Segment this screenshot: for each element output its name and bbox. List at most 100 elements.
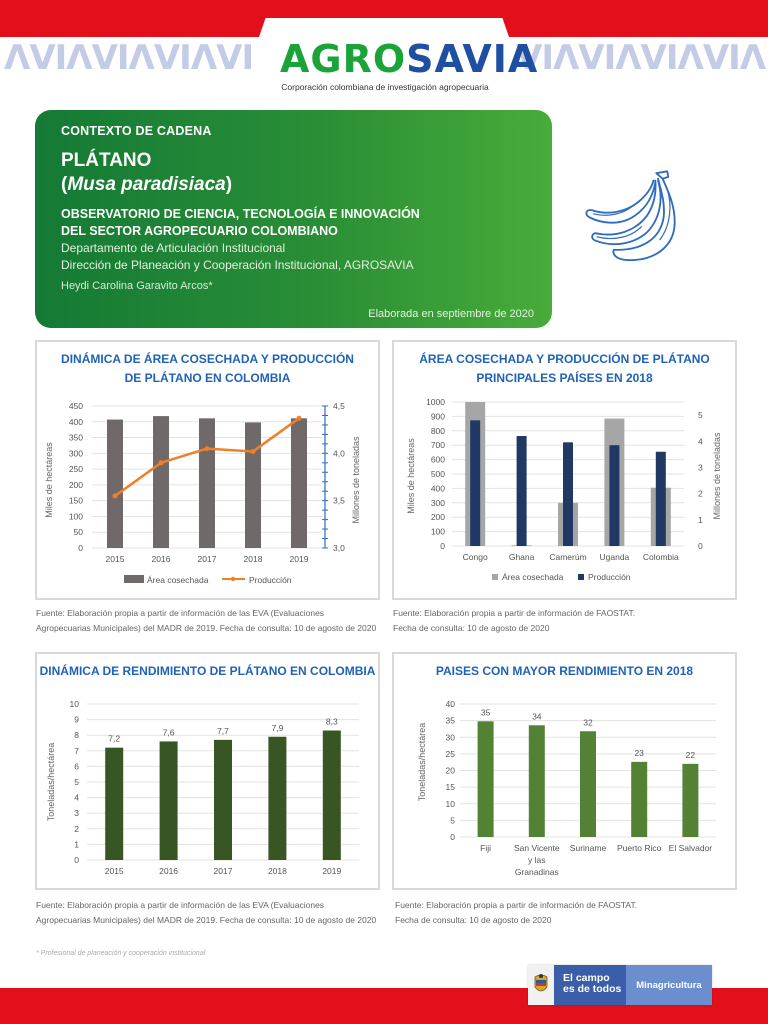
production-point [204, 446, 210, 452]
bar-area [291, 418, 307, 548]
y-tick-label: 200 [431, 512, 445, 522]
source-line-2: Fecha de consulta: 10 de agosto de 2020 [395, 915, 552, 925]
brand-stripe-pattern-left: ΛVIΛVIΛVIΛVIΛVIΛVI [4, 42, 252, 74]
y-right-tick-label: 1 [698, 515, 703, 525]
paren-close: ) [225, 174, 233, 195]
x-tick-label: Camerúm [549, 552, 586, 562]
y-tick-label: 400 [69, 417, 83, 427]
direction: Dirección de Planeación y Cooperación In… [61, 258, 414, 272]
chart-4-plot: 0 5 10 15 20 25 30 35 40 35 Fiji 34 San Vicente y la… [417, 699, 716, 877]
legend-label-production: Producción [588, 572, 631, 582]
ministry-name: Minagricultura [626, 965, 712, 1005]
y-axis-title-right: Millones de toneladas [351, 436, 361, 524]
bar [477, 721, 494, 837]
y-tick-label: 9 [74, 715, 79, 725]
source-line-1: Fuente: Elaboración propia a partir de i… [36, 608, 325, 618]
bar [631, 761, 648, 837]
author: Heydi Carolina Garavito Arcos* [61, 280, 213, 292]
x-tick-label: 2017 [214, 866, 233, 876]
x-tick-label: Puerto Rico [617, 843, 662, 853]
y-tick-label: 600 [431, 455, 445, 465]
banana-icon [585, 170, 676, 261]
observatory-name: OBSERVATORIO DE CIENCIA, TECNOLOGÍA E IN… [61, 206, 526, 240]
colombia-crest-icon [528, 965, 554, 1005]
source-note-3: Fuente: Elaboración propia a partir de i… [36, 898, 376, 928]
data-label: 7,9 [271, 723, 283, 733]
chart-legend: Área cosechada Producción [124, 575, 292, 585]
chart-area-production-colombia: DINÁMICA DE ÁREA COSECHADA Y PRODUCCIÓN … [35, 340, 380, 600]
footnote: * Profesional de planeación y cooperació… [36, 950, 206, 957]
y-tick-label: 300 [431, 498, 445, 508]
data-label: 32 [583, 717, 593, 727]
legend-label-production: Producción [249, 575, 292, 585]
legend-swatch-area [124, 575, 144, 583]
y-axis-title: Toneladas/hectárea [417, 723, 427, 802]
bar-production [655, 451, 666, 546]
y-tick-label: 400 [431, 483, 445, 493]
y-tick-label: 40 [446, 699, 456, 709]
bar-area [199, 418, 215, 548]
y-tick-label: 300 [69, 448, 83, 458]
chart-title: DINÁMICA DE RENDIMIENTO DE PLÁTANO EN CO… [39, 664, 376, 678]
y-axis-title-left: Miles de hectáreas [44, 442, 54, 518]
bar [528, 725, 545, 837]
y-tick-label: 100 [431, 527, 445, 537]
y-tick-label: 5 [74, 777, 79, 787]
legend-label-area: Área cosechada [502, 572, 564, 582]
source-line-1: Fuente: Elaboración propia a partir de i… [393, 608, 636, 618]
bar [105, 747, 124, 860]
legend-swatch-area [492, 574, 498, 580]
bar-area [107, 419, 123, 548]
x-tick-label: Suriname [570, 843, 607, 853]
chart-title: PAISES CON MAYOR RENDIMIENTO EN 2018 [435, 664, 694, 678]
hero-kicker: CONTEXTO DE CADENA [61, 124, 212, 138]
chart-2-plot: 0 100 200 300 400 500 600 700 800 900 1000 Congo Gh… [406, 397, 722, 582]
scientific-name-text: Musa paradisiaca [67, 174, 226, 195]
data-label: 34 [532, 711, 542, 721]
x-tick-label: Uganda [600, 552, 630, 562]
y-right-tick-label: 4,5 [333, 401, 345, 411]
y-tick-label: 20 [446, 766, 456, 776]
page-title: PLÁTANO [61, 150, 152, 171]
y-tick-label: 1000 [426, 397, 445, 407]
x-tick-label: 2016 [159, 866, 178, 876]
y-tick-label: 350 [69, 433, 83, 443]
x-tick-label: Fiji [480, 843, 491, 853]
bar [268, 736, 287, 860]
y-tick-label: 500 [431, 469, 445, 479]
bar [682, 763, 699, 837]
x-tick-label: 2015 [106, 554, 125, 564]
source-note-4: Fuente: Elaboración propia a partir de i… [395, 898, 637, 928]
chart-title-line-1: DINÁMICA DE ÁREA COSECHADA Y PRODUCCIÓN [61, 352, 354, 366]
department: Departamento de Articulación Institucion… [61, 241, 286, 255]
y-tick-label: 800 [431, 426, 445, 436]
chart-yield-colombia: DINÁMICA DE RENDIMIENTO DE PLÁTANO EN CO… [35, 652, 380, 890]
y-tick-label: 3 [74, 808, 79, 818]
x-tick-label: Colombia [643, 552, 679, 562]
y-axis-title: Toneladas/hectárea [46, 743, 56, 822]
chart-title-line-2: PRINCIPALES PAÍSES EN 2018 [476, 371, 653, 385]
source-line-2: Agropecuarias Municipales) del MADR de 2… [36, 623, 377, 633]
y-axis-title-right: Millones de toneladas [712, 432, 722, 520]
y-tick-label: 700 [431, 440, 445, 450]
minagricultura-logo: El campo es de todos Minagricultura [528, 965, 712, 1005]
production-point [296, 415, 302, 421]
legend-label-area: Área cosechada [147, 575, 209, 585]
source-note-2: Fuente: Elaboración propia a partir de i… [393, 606, 635, 636]
y-tick-label: 0 [74, 855, 79, 865]
data-label: 7,7 [217, 726, 229, 736]
y-tick-label: 100 [69, 511, 83, 521]
y-right-tick-label: 4,0 [333, 448, 345, 458]
x-tick-label: 2018 [268, 866, 287, 876]
data-label: 35 [481, 707, 491, 717]
x-tick-label: San Vicente [514, 843, 560, 853]
source-line-1: Fuente: Elaboración propia a partir de i… [36, 900, 325, 910]
y-tick-label: 150 [69, 496, 83, 506]
bar [159, 741, 178, 860]
y-tick-label: 15 [446, 782, 456, 792]
y-axis-title-left: Miles de hectáreas [406, 438, 416, 514]
y-tick-label: 5 [450, 815, 455, 825]
agrosavia-logo: AGROSAVIA Corporación colombiana de inve… [280, 38, 537, 92]
y-tick-label: 4 [74, 793, 79, 803]
chart-top-yield-countries: PAISES CON MAYOR RENDIMIENTO EN 2018 0 5 1… [392, 652, 737, 890]
